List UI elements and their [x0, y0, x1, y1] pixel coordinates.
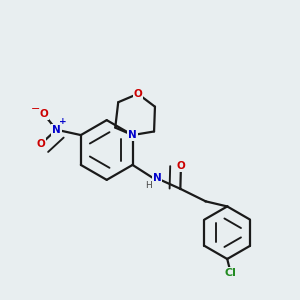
Text: N: N — [128, 130, 137, 140]
Text: +: + — [59, 117, 67, 126]
Text: −: − — [31, 104, 40, 114]
Text: N: N — [153, 173, 162, 183]
Text: H: H — [146, 181, 152, 190]
Text: O: O — [39, 109, 48, 119]
Text: O: O — [37, 139, 45, 149]
Text: O: O — [134, 89, 142, 99]
Text: O: O — [177, 161, 185, 171]
Text: Cl: Cl — [225, 268, 237, 278]
Text: N: N — [52, 125, 61, 135]
